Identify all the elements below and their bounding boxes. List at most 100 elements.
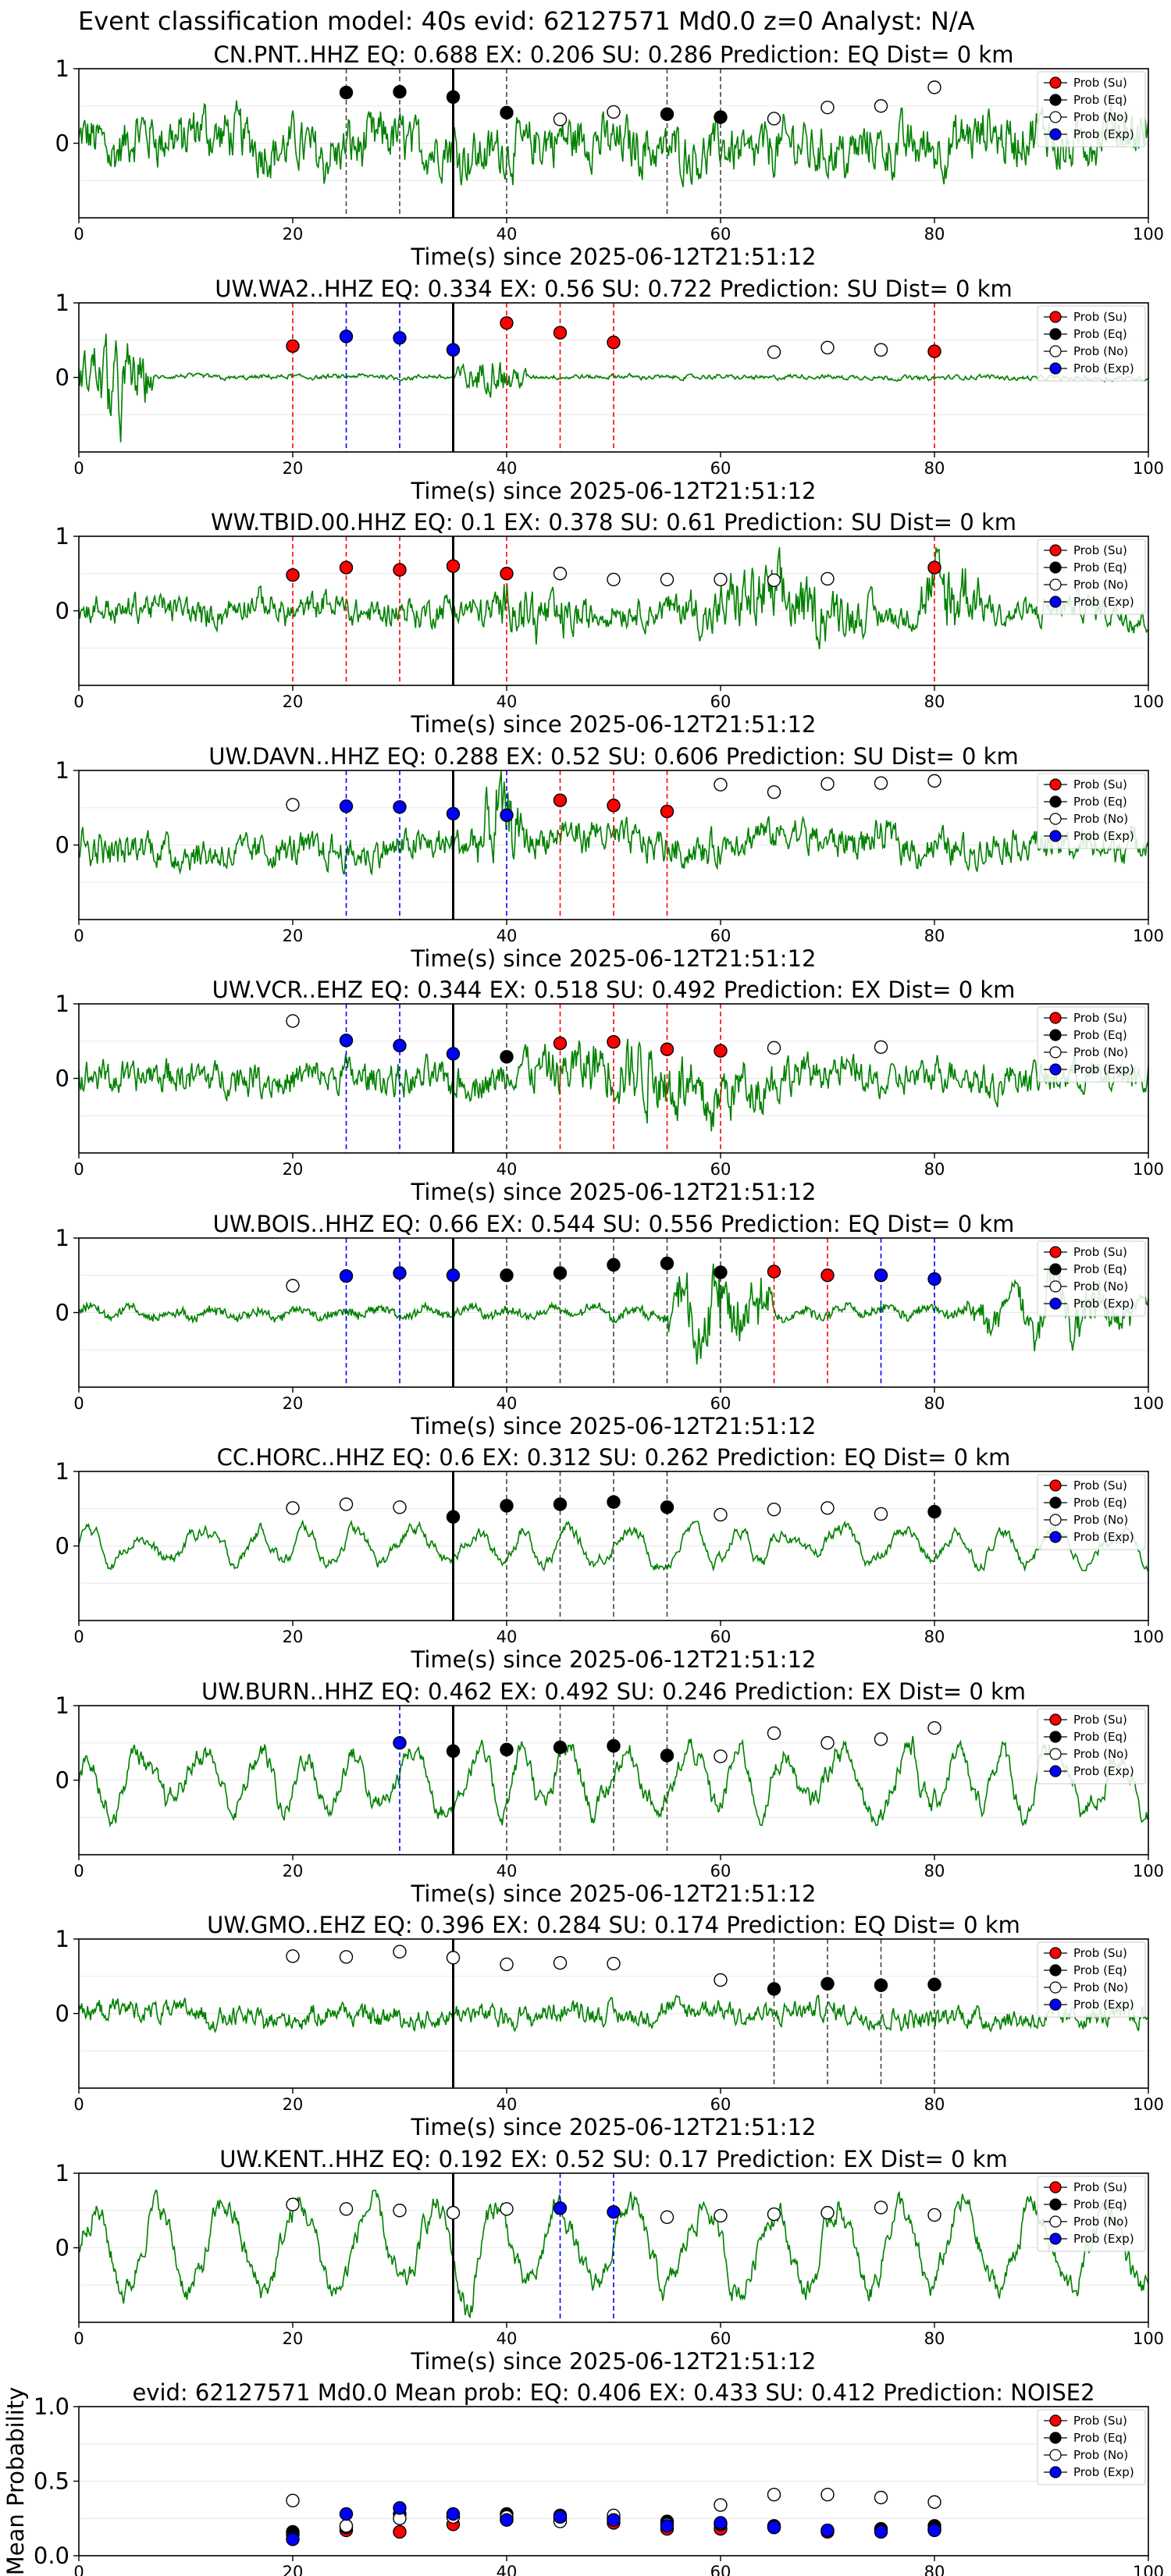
x-tick-label: 0 <box>73 2563 84 2576</box>
prob-point-eq <box>767 1982 781 1996</box>
x-axis-label: Time(s) since 2025-06-12T21:51:12 <box>411 711 817 738</box>
y-tick-label: 0 <box>55 1533 69 1560</box>
legend-box <box>1037 305 1146 382</box>
prob-point-exp <box>393 800 407 814</box>
prob-point-eq <box>660 1500 674 1514</box>
panel-title: evid: 62127571 Md0.0 Mean prob: EQ: 0.40… <box>132 2379 1094 2406</box>
y-tick-label: 0 <box>55 1767 69 1794</box>
waveform-trace <box>78 1038 1149 1132</box>
prob-point-no <box>767 1503 781 1517</box>
y-tick-label: 1 <box>55 290 69 316</box>
prob-point-no <box>286 1279 300 1293</box>
prob-point-eq <box>500 1499 514 1513</box>
prob-point-eq <box>500 1050 514 1064</box>
legend-marker-exp <box>1049 2233 1062 2245</box>
mean-prob-point-exp <box>767 2521 781 2535</box>
prob-point-su <box>660 804 674 819</box>
x-tick-label: 60 <box>710 927 731 945</box>
x-tick-label: 0 <box>73 1628 84 1646</box>
prob-point-no <box>446 2205 461 2220</box>
x-tick-label: 60 <box>710 1394 731 1413</box>
x-tick-label: 80 <box>924 2095 945 2114</box>
x-axis-label: Time(s) since 2025-06-12T21:51:12 <box>411 244 817 270</box>
prob-point-no <box>927 2208 941 2222</box>
prob-point-eq <box>607 1495 621 1509</box>
prob-point-no <box>874 1732 888 1746</box>
prob-point-exp <box>927 1272 941 1286</box>
prob-point-eq <box>607 1738 621 1753</box>
prob-point-no <box>286 798 300 812</box>
legend-marker-no <box>1049 2449 1062 2461</box>
chart-panel-10: evid: 62127571 Md0.0 Mean prob: EQ: 0.40… <box>2 2379 1164 2576</box>
x-tick-label: 100 <box>1133 1394 1164 1413</box>
legend-marker-exp <box>1049 1063 1062 1076</box>
legend-label-no: Prob (No) <box>1073 110 1128 124</box>
legend-label-no: Prob (No) <box>1073 344 1128 358</box>
prob-point-su <box>286 339 300 354</box>
mean-prob-point-no <box>767 2487 781 2502</box>
prob-point-no <box>553 1955 568 1970</box>
y-tick-label: 1 <box>55 523 69 550</box>
x-tick-label: 60 <box>710 1862 731 1880</box>
prob-point-exp <box>339 1034 354 1048</box>
legend-box <box>1037 1941 1146 2018</box>
legend-marker-su <box>1049 1479 1062 1492</box>
y-tick-label: 1 <box>55 55 69 82</box>
x-axis-label: Time(s) since 2025-06-12T21:51:12 <box>411 945 817 972</box>
x-tick-label: 100 <box>1133 692 1164 711</box>
prob-point-no <box>660 572 674 587</box>
prob-point-no <box>874 343 888 357</box>
mean-prob-point-su <box>393 2524 407 2539</box>
prob-point-eq <box>607 1258 621 1272</box>
prob-point-su <box>500 316 514 330</box>
legend-label-eq: Prob (Eq) <box>1073 1262 1127 1276</box>
prob-point-no <box>820 1736 835 1750</box>
x-tick-label: 0 <box>73 459 84 478</box>
legend-marker-no <box>1049 1514 1062 1526</box>
prob-point-no <box>767 785 781 799</box>
panel-title: UW.KENT..HHZ EQ: 0.192 EX: 0.52 SU: 0.17… <box>219 2146 1008 2172</box>
mean-prob-point-no <box>874 2490 888 2505</box>
prob-point-no <box>767 573 781 588</box>
mean-prob-point-exp <box>714 2516 728 2530</box>
prob-point-su <box>714 1044 728 1058</box>
prob-point-no <box>927 1720 941 1735</box>
x-tick-label: 0 <box>73 225 84 244</box>
prob-point-no <box>767 112 781 126</box>
prob-point-exp <box>393 1266 407 1280</box>
legend-marker-exp <box>1049 830 1062 842</box>
waveform-trace <box>78 546 1149 649</box>
prob-point-no <box>607 572 621 587</box>
x-tick-label: 20 <box>283 2329 304 2348</box>
x-tick-label: 20 <box>283 2563 304 2576</box>
prob-point-exp <box>446 343 461 357</box>
prob-point-no <box>767 2207 781 2222</box>
y-tick-label: 1.0 <box>34 2393 69 2420</box>
prob-point-no <box>874 99 888 113</box>
x-tick-label: 80 <box>924 225 945 244</box>
legend-box <box>1037 773 1146 849</box>
prob-point-eq <box>446 1510 461 1524</box>
prob-point-su <box>767 1265 781 1279</box>
legend-label-exp: Prob (Exp) <box>1073 1062 1134 1076</box>
prob-point-no <box>446 1951 461 1965</box>
x-tick-label: 20 <box>283 1160 304 1179</box>
prob-point-exp <box>446 1268 461 1283</box>
prob-point-su <box>500 567 514 581</box>
legend-label-exp: Prob (Exp) <box>1073 1764 1134 1778</box>
y-tick-label: 0 <box>55 1066 69 1092</box>
legend-label-exp: Prob (Exp) <box>1073 1530 1134 1544</box>
x-tick-label: 20 <box>283 225 304 244</box>
legend-marker-no <box>1049 578 1062 591</box>
prob-point-no <box>714 1973 728 1987</box>
legend-marker-su <box>1049 778 1062 791</box>
legend-label-su: Prob (Su) <box>1073 1946 1127 1960</box>
chart-panel-5: UW.BOIS..HHZ EQ: 0.66 EX: 0.544 SU: 0.55… <box>55 1211 1165 1439</box>
x-tick-label: 100 <box>1133 1160 1164 1179</box>
legend-label-exp: Prob (Exp) <box>1073 2232 1134 2246</box>
legend-label-su: Prob (Su) <box>1073 777 1127 792</box>
y-tick-label: 0 <box>55 832 69 859</box>
legend-label-su: Prob (Su) <box>1073 1478 1127 1493</box>
x-tick-label: 40 <box>497 1160 518 1179</box>
prob-point-no <box>286 1014 300 1028</box>
